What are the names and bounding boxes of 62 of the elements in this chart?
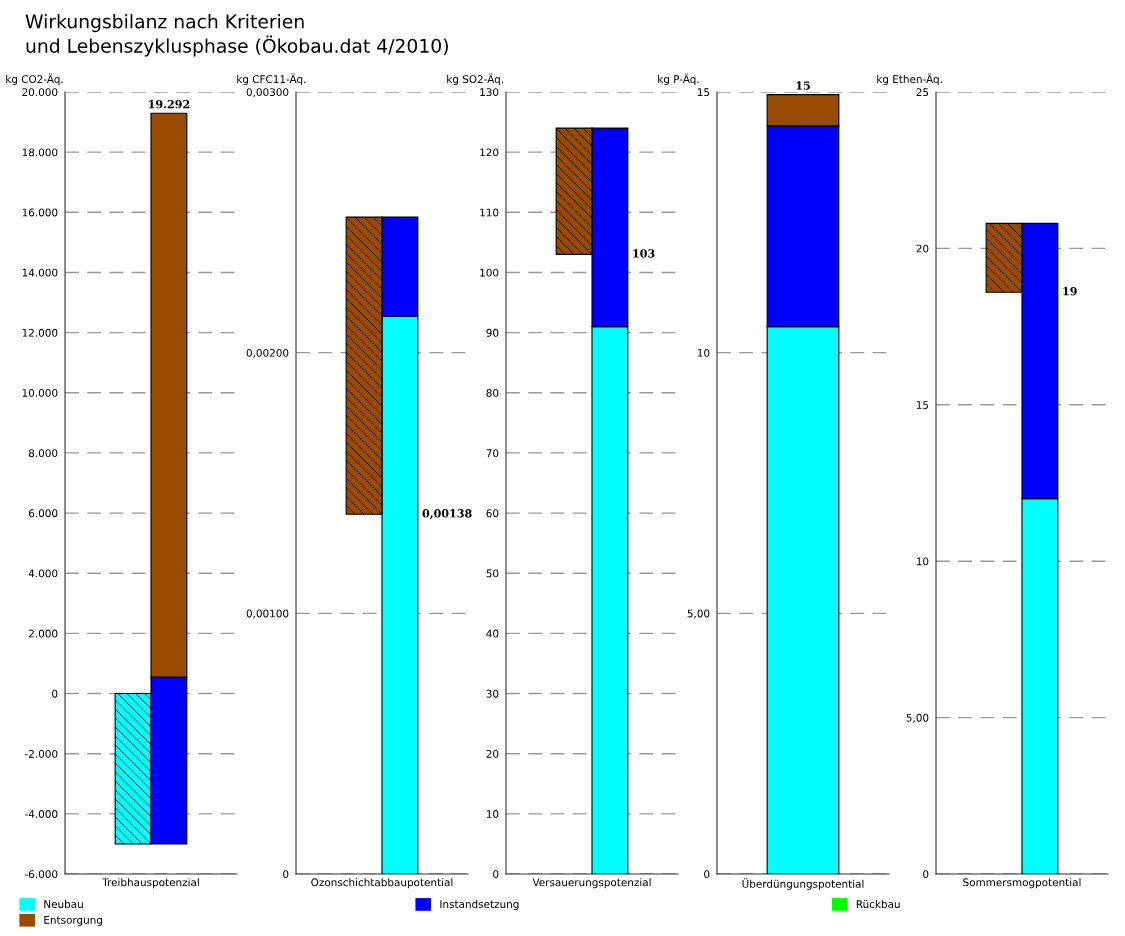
y-tick-label: 0,00100 — [246, 609, 289, 619]
y-tick-label: 5,00 — [687, 609, 710, 619]
y-tick-label: 90 — [486, 328, 499, 337]
y-tick-label: 4.000 — [28, 569, 58, 578]
y-tick-label: 8.000 — [28, 449, 58, 458]
y-axis-title: kg SO2-Äq. — [447, 73, 503, 86]
y-tick-label: 110 — [480, 208, 499, 217]
y-tick-label: 15 — [916, 401, 929, 409]
legend-label: Entsorgung — [44, 916, 102, 926]
y-tick-label: 0 — [923, 870, 929, 879]
y-axis-title: kg Ethen-Äq. — [877, 73, 942, 86]
y-tick-label: -6.000 — [24, 870, 58, 879]
x-tick-label: Ozonschichtabbaupotential — [311, 878, 453, 889]
y-axis-title: kg CFC11-Äq. — [237, 73, 306, 86]
y-tick-label: 20.000 — [22, 88, 58, 97]
y-tick-label: 130 — [480, 88, 499, 97]
y-tick-label: 20 — [916, 244, 929, 253]
y-tick-label: 10 — [486, 810, 499, 818]
y-tick-label: 40 — [486, 629, 499, 638]
y-tick-label: 0 — [52, 689, 58, 698]
y-tick-label: 70 — [486, 449, 499, 458]
y-tick-label: 60 — [486, 509, 499, 518]
y-tick-label: 5,00 — [906, 713, 929, 723]
y-tick-label: 10 — [916, 557, 929, 566]
legend-label: Neubau — [44, 899, 83, 909]
total-label: 0,00138 — [422, 509, 472, 520]
y-tick-label: 18.000 — [22, 148, 58, 157]
chart-title: Wirkungsbilanz nach Kriterien und Lebenszyklusphase (Ökobau.dat 4/2010) — [25, 14, 448, 57]
y-axis-title: kg CO2-Äq. — [6, 73, 63, 86]
y-tick-label: 0,00300 — [246, 88, 289, 98]
y-tick-label: -2.000 — [24, 749, 58, 758]
x-tick-label: Überdüngungspotential — [742, 878, 864, 890]
y-tick-label: 6.000 — [28, 509, 58, 518]
x-tick-label: Versauerungspotenzial — [532, 878, 651, 889]
total-label: 15 — [796, 81, 810, 90]
total-label: 19.292 — [149, 99, 190, 109]
y-tick-label: 50 — [486, 569, 499, 578]
y-tick-label: 12.000 — [22, 328, 58, 337]
y-tick-label: -4.000 — [24, 810, 58, 818]
y-tick-label: 100 — [480, 268, 499, 277]
y-tick-label: 30 — [486, 689, 499, 698]
legend-label: Instandsetzung — [440, 899, 519, 911]
total-label: 103 — [633, 249, 655, 258]
y-tick-label: 10.000 — [22, 389, 58, 397]
x-tick-label: Sommersmogpotential — [963, 878, 1081, 889]
y-axis-title: kg P-Äq. — [658, 73, 699, 86]
y-tick-label: 0 — [704, 870, 710, 879]
y-tick-label: 25 — [916, 88, 929, 97]
y-tick-label: 20 — [486, 749, 499, 758]
y-tick-label: 2.000 — [29, 629, 58, 638]
legend-label: Rückbau — [856, 899, 900, 909]
y-tick-label: 15 — [697, 88, 710, 97]
total-label: 19 — [1063, 287, 1077, 296]
y-tick-label: 16.000 — [22, 208, 58, 217]
y-tick-label: 0 — [493, 870, 499, 879]
y-tick-label: 80 — [486, 389, 499, 397]
y-tick-label: 14.000 — [22, 268, 58, 277]
y-tick-label: 0,00200 — [246, 348, 289, 358]
y-tick-label: 10 — [697, 348, 710, 357]
x-tick-label: Treibhauspotenzial — [102, 878, 199, 889]
y-tick-label: 120 — [480, 148, 499, 157]
y-tick-label: 0 — [283, 870, 289, 879]
